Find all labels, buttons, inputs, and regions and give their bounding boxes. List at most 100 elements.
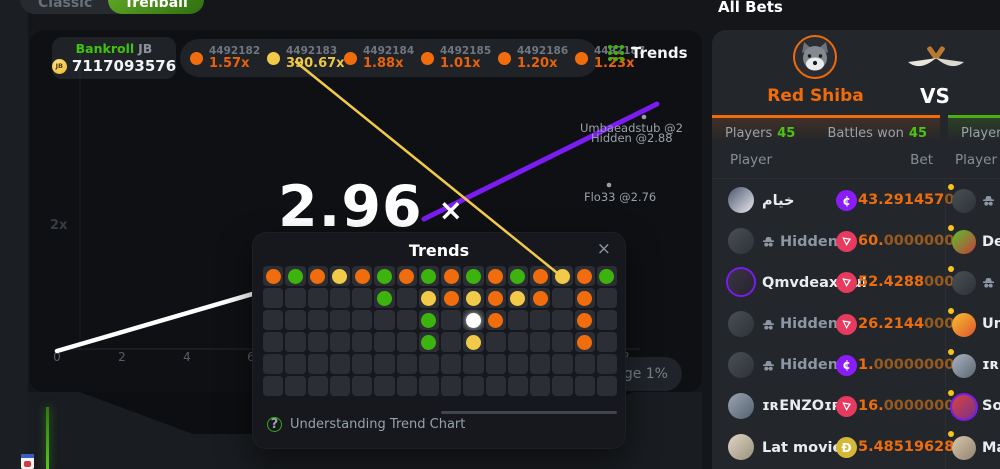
history-round[interactable]: 4492184 1.88x — [336, 45, 414, 71]
bet-amount-trailing: 000 — [924, 315, 955, 332]
player-name[interactable]: Mad — [982, 427, 1000, 468]
avatar[interactable] — [728, 310, 754, 337]
player-name-hidden[interactable]: Hidden — [762, 345, 838, 386]
bet-row: ɪʀENZOɪʀ 16.0000000 Soh — [712, 386, 1000, 427]
trend-cell — [574, 332, 595, 352]
trends-button[interactable]: Trends — [608, 44, 688, 62]
trend-cell — [441, 266, 462, 286]
player-name: Hidden — [780, 233, 839, 250]
player-name[interactable]: Um — [982, 304, 1000, 345]
level-dot — [948, 225, 954, 232]
trend-cell — [374, 288, 395, 308]
player-name[interactable]: Lat movie — [762, 427, 842, 468]
trend-cell — [463, 376, 484, 396]
team-name-red-shiba[interactable]: Red Shiba — [767, 86, 864, 106]
trend-dot — [421, 312, 437, 328]
trend-cell — [418, 354, 439, 374]
trend-cell — [307, 376, 328, 396]
avatar[interactable] — [952, 230, 976, 255]
bet-amount: 52.4288 — [858, 274, 925, 291]
player-name: ɪʀEN — [982, 357, 1000, 374]
player-name[interactable]: ɪʀEN — [982, 345, 1000, 386]
column-divider — [945, 179, 946, 469]
avatar[interactable] — [728, 351, 754, 378]
trend-cell — [552, 266, 573, 286]
bet-amount-trailing: 000 — [924, 274, 955, 291]
bankroll-pill[interactable]: Bankroll JB JB 7117093576 — [51, 37, 176, 79]
bet-amount-trailing: 0000000 — [883, 397, 955, 414]
avatar[interactable] — [952, 436, 976, 461]
avatar[interactable] — [952, 312, 976, 337]
trend-cell — [485, 288, 506, 308]
trend-cell — [285, 288, 306, 308]
trend-dot — [554, 268, 570, 284]
player-name[interactable]: خيام — [762, 180, 794, 221]
tab-classic[interactable]: Classic — [38, 0, 93, 11]
trend-cell — [307, 288, 328, 308]
history-round[interactable]: 4492183 390.67x — [259, 45, 345, 71]
trx-coin-icon — [836, 272, 857, 294]
close-icon[interactable]: × — [596, 239, 611, 259]
trend-grid-scrollbar[interactable] — [441, 411, 617, 414]
header-bet: Bet — [910, 152, 933, 168]
history-round[interactable]: 4492185 1.01x — [413, 45, 491, 71]
avatar[interactable] — [728, 269, 754, 296]
trend-cell — [507, 354, 528, 374]
player-name-hidden[interactable]: Hidden — [982, 262, 1000, 303]
history-round[interactable]: 44921871.23x — [567, 45, 645, 71]
round-result-dot — [344, 51, 357, 65]
trend-cell — [530, 354, 551, 374]
avatar[interactable] — [952, 394, 976, 419]
avatar[interactable] — [952, 353, 976, 378]
understanding-trend-chart-link[interactable]: ? Understanding Trend Chart — [267, 417, 465, 432]
avatar[interactable] — [728, 187, 754, 213]
bet-amount-value: 60.0000000 — [858, 233, 954, 249]
history-round[interactable]: 4492182 1.57x — [182, 45, 260, 71]
trend-cell — [596, 266, 617, 286]
player-name-hidden[interactable]: Hidden — [762, 304, 838, 345]
y-axis-label: 2x — [50, 218, 68, 233]
red-shiba-stats-tab[interactable]: Players 45 Battles won 45 — [712, 115, 940, 146]
trend-dot — [465, 268, 481, 284]
bet-amount: 16. — [858, 397, 884, 414]
player-name: Hidden — [780, 316, 839, 333]
avatar[interactable] — [728, 434, 754, 461]
player-name[interactable]: Dev — [982, 221, 1000, 262]
trend-dot — [376, 290, 392, 306]
player-name-hidden[interactable]: Hidden — [982, 180, 1000, 221]
trend-cell — [396, 376, 417, 396]
round-id: 4492183 — [286, 45, 338, 57]
current-multiplier: 2.96 × — [278, 174, 463, 240]
trx-coin-glyph — [842, 402, 852, 411]
trend-cell — [574, 354, 595, 374]
trend-dot — [332, 268, 348, 284]
trend-cell — [485, 332, 506, 352]
avatar[interactable] — [728, 228, 754, 255]
bankroll-title: Bankroll JB — [76, 41, 153, 56]
incognito-icon — [762, 237, 775, 247]
trends-popup-title: Trends — [408, 241, 470, 260]
tab-trenball[interactable]: Trenball — [108, 0, 204, 14]
trend-cell — [596, 354, 617, 374]
player-name: Hidden — [780, 357, 839, 374]
trend-cell — [596, 332, 617, 352]
player-name: Lat movie — [762, 439, 843, 456]
player-name[interactable]: Soh — [982, 386, 1000, 427]
history-round[interactable]: 4492186 1.20x — [490, 45, 568, 71]
trend-cell — [418, 332, 439, 352]
trend-cell — [307, 332, 328, 352]
understanding-label: Understanding Trend Chart — [290, 417, 466, 432]
avatar[interactable] — [952, 189, 976, 213]
mode-tabs: Classic Trenball — [20, 0, 204, 14]
trend-cell — [329, 288, 350, 308]
avatar[interactable] — [728, 392, 754, 419]
trend-cell — [263, 354, 284, 374]
player-name-hidden[interactable]: Hidden — [762, 221, 838, 262]
player-name[interactable]: ɪʀENZOɪʀ — [762, 386, 841, 427]
round-multiplier: 1.88x — [363, 56, 404, 71]
avatar[interactable] — [952, 271, 976, 296]
player-name: Um — [982, 316, 1000, 333]
